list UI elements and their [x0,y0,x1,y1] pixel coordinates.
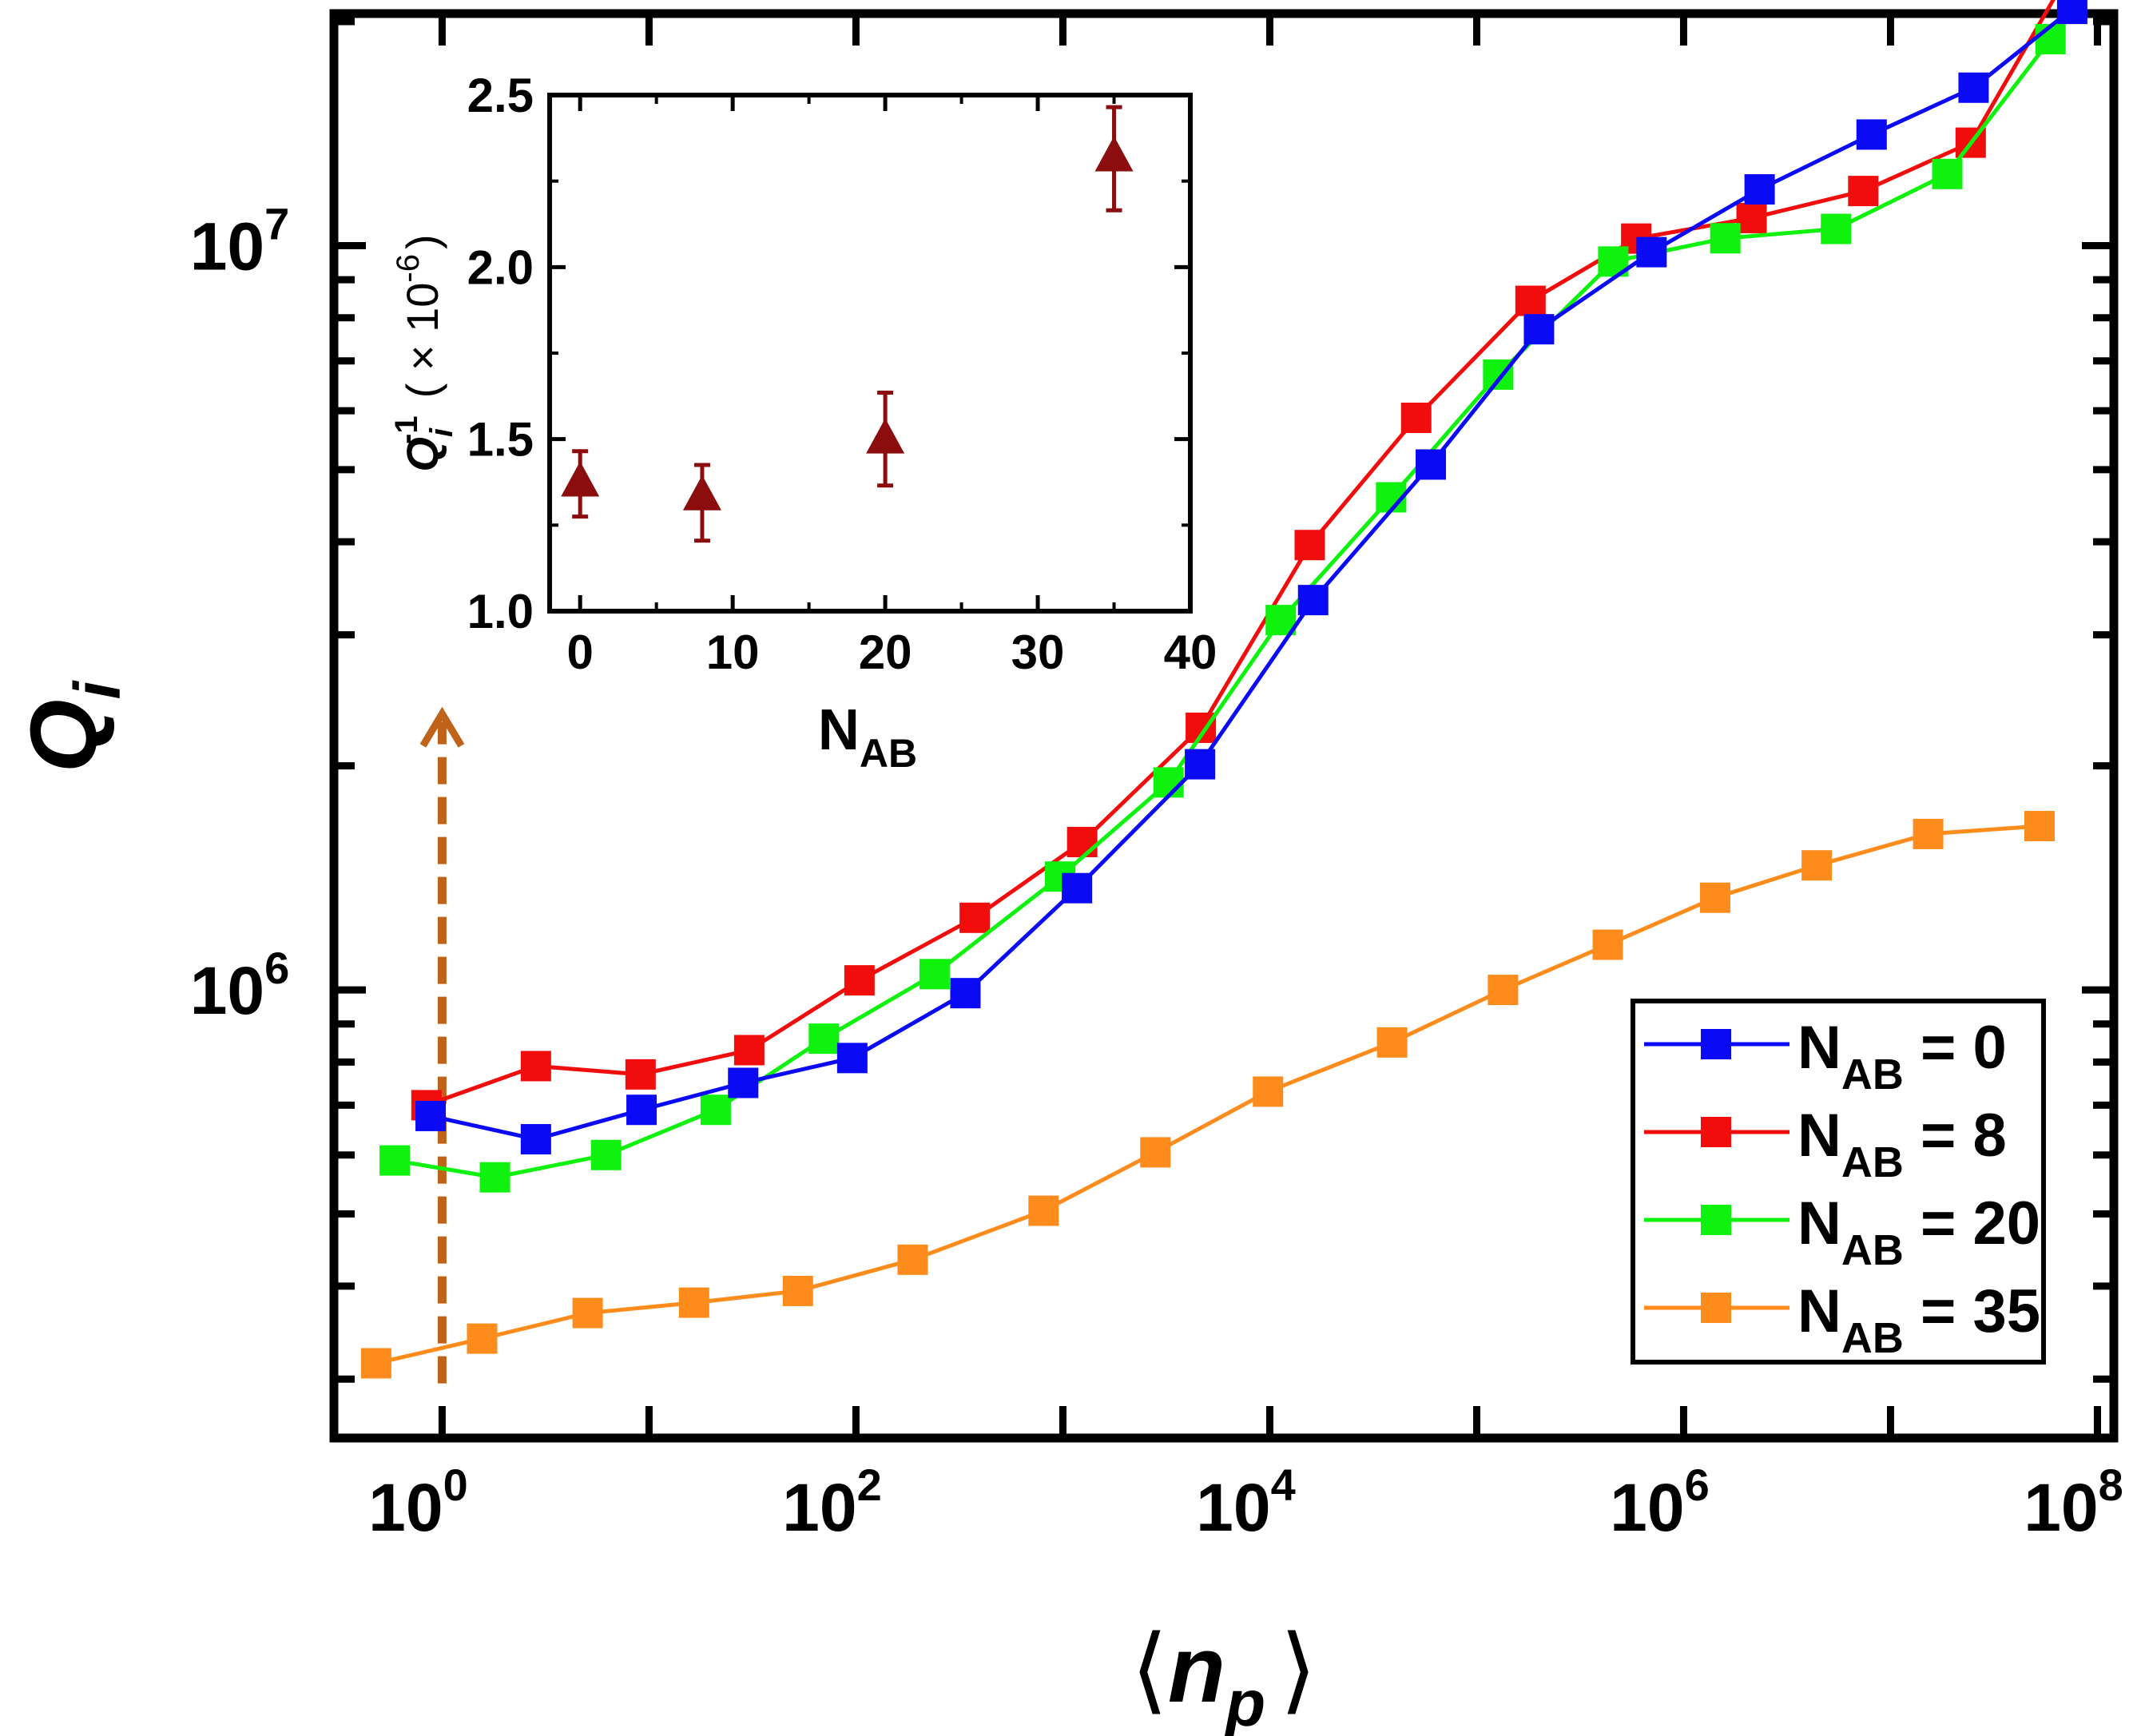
x-tick-label: 106 [1610,1460,1710,1545]
data-point [1801,850,1833,881]
data-point [728,1067,759,1098]
inset-plot: 0 10 20 30 40 1.0 1.5 2.0 2.5 NAB Qi-1( × 10-6) [389,69,1217,776]
data-point [1297,585,1329,616]
data-point [1592,929,1623,960]
legend-marker [1701,1029,1731,1059]
data-point [1636,236,1667,268]
x-axis-label: ⟨np ⟩ [1131,1617,1317,1736]
data-point [572,1297,603,1329]
inset-frame [547,93,1193,614]
inset-y-axis-label: Qi-1( × 10-6) [389,234,459,471]
data-point [1067,827,1098,858]
data-point [836,1043,868,1074]
data-point [1400,402,1432,433]
data-point [808,1023,840,1055]
legend-marker [1701,1205,1731,1235]
data-point [2035,24,2066,55]
inset-y-tick-label: 1.0 [467,585,534,638]
data-point [700,1094,731,1126]
data-point [1736,202,1767,233]
data-point [1153,767,1184,798]
data-point [1062,872,1093,904]
y-axis-label: Qi [11,680,134,773]
data-point [844,965,875,996]
series-line-nab-3 [375,824,2040,1365]
data-point [678,1287,709,1318]
inset-data-point [1094,136,1134,172]
data-point [626,1094,657,1126]
inset-x-tick-label: 10 [706,626,760,679]
data-point [1958,72,1989,103]
data-point [467,1323,498,1354]
x-tick-label: 100 [368,1460,468,1545]
data-point [1376,1027,1408,1058]
data-point [1028,1195,1059,1226]
inset-y-tick-label: 1.5 [467,413,534,467]
inset-data-point [866,418,905,454]
data-point [1699,882,1730,913]
data-point [1253,1076,1284,1107]
data-point [897,1244,928,1275]
y-tick-label: 106 [190,943,290,1028]
data-point [415,1100,447,1131]
data-point [520,1124,551,1155]
x-tick-label: 104 [1196,1460,1296,1545]
series-line-nab-0 [430,7,2074,1142]
data-point [1416,449,1447,480]
x-tick-label: 108 [2024,1460,2123,1545]
data-point [1515,285,1546,316]
data-point [1523,314,1555,345]
data-point [919,959,950,990]
data-point [1185,749,1216,780]
data-point [1140,1137,1171,1168]
x-tick-label: 102 [782,1460,882,1545]
data-point [2024,811,2056,842]
inset-x-tick-label: 30 [1011,626,1065,679]
data-point [1932,158,1963,189]
legend-label: NAB = 20 [1797,1190,2040,1274]
data-point [379,1145,411,1176]
legend-label: NAB = 8 [1797,1102,2007,1186]
data-point [959,902,991,933]
data-point [1710,223,1741,254]
legend-label: NAB = 0 [1797,1014,2007,1098]
data-point [950,978,981,1009]
data-point [1848,176,1879,207]
data-point [733,1035,765,1066]
inset-x-tick-label: 40 [1164,626,1217,679]
data-point [625,1059,656,1090]
data-point [590,1139,622,1170]
data-point [2056,0,2087,25]
data-point [1821,213,1852,244]
data-point [1294,530,1325,561]
inset-y-tick-label: 2.0 [467,240,534,294]
inset-y-tick-label: 2.5 [467,69,534,122]
data-point [520,1051,551,1082]
legend-marker [1701,1117,1731,1147]
inset-x-tick-label: 20 [859,626,912,679]
y-tick-label: 107 [190,198,290,284]
data-point [1744,174,1775,205]
inset-data-point [561,461,600,497]
data-point [479,1162,510,1193]
legend-label: NAB = 35 [1797,1277,2040,1362]
annotation-arrow-head [419,706,465,748]
inset-x-tick-label: 0 [567,626,594,679]
data-point [1913,818,1944,849]
series-line-nab-1 [425,0,2056,1107]
inset-data-point [682,475,721,510]
inset-x-axis-label: NAB [818,698,917,776]
data-point [1856,119,1887,150]
data-point [360,1348,391,1379]
series-line-nab-2 [394,38,2052,1180]
data-point [782,1275,813,1306]
main-plot-frame [329,9,2119,1443]
data-point [1488,975,1519,1006]
legend-marker [1701,1293,1731,1323]
